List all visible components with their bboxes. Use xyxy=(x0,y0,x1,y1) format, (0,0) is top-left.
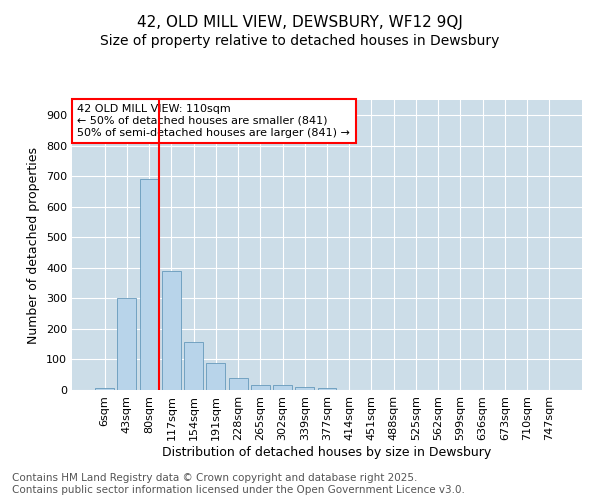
Y-axis label: Number of detached properties: Number of detached properties xyxy=(28,146,40,344)
Bar xyxy=(229,378,248,390)
Bar xyxy=(118,298,136,390)
Bar xyxy=(140,180,158,390)
Bar xyxy=(95,388,114,390)
Bar xyxy=(206,362,225,390)
Bar xyxy=(184,342,203,390)
Bar xyxy=(295,387,314,390)
Text: 42, OLD MILL VIEW, DEWSBURY, WF12 9QJ: 42, OLD MILL VIEW, DEWSBURY, WF12 9QJ xyxy=(137,15,463,30)
Bar xyxy=(251,385,270,390)
Bar xyxy=(273,386,292,390)
Text: 42 OLD MILL VIEW: 110sqm
← 50% of detached houses are smaller (841)
50% of semi-: 42 OLD MILL VIEW: 110sqm ← 50% of detach… xyxy=(77,104,350,138)
Bar xyxy=(317,388,337,390)
Text: Contains HM Land Registry data © Crown copyright and database right 2025.
Contai: Contains HM Land Registry data © Crown c… xyxy=(12,474,465,495)
Text: Size of property relative to detached houses in Dewsbury: Size of property relative to detached ho… xyxy=(100,34,500,48)
X-axis label: Distribution of detached houses by size in Dewsbury: Distribution of detached houses by size … xyxy=(163,446,491,458)
Bar xyxy=(162,271,181,390)
